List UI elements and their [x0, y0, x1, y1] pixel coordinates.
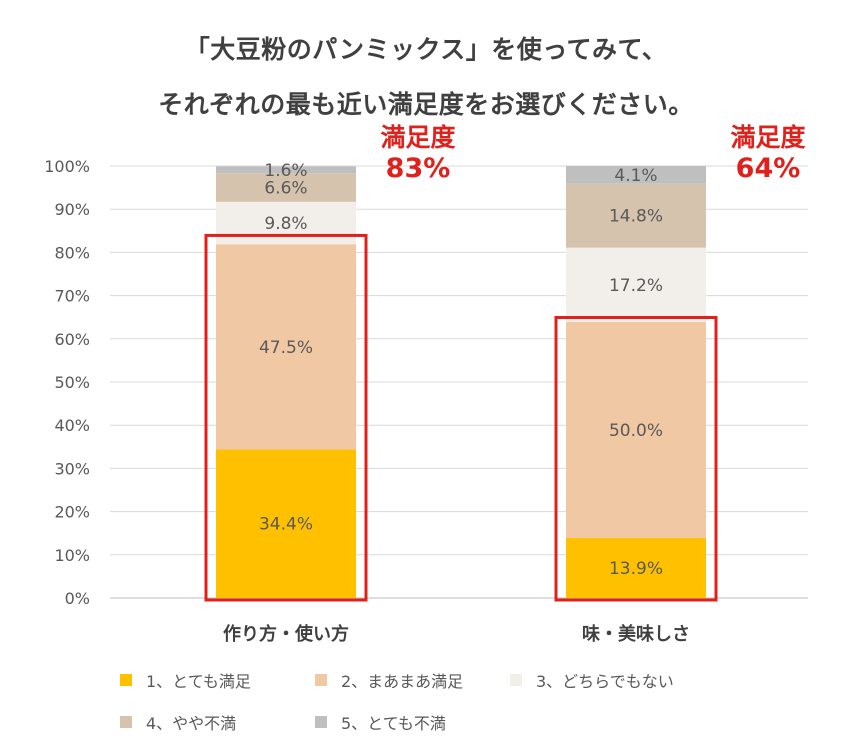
legend-swatch [120, 716, 132, 728]
satisfaction-callout-1: 満足度 83% [358, 123, 478, 184]
y-tick-label: 80% [54, 243, 90, 262]
bar-segment [216, 166, 356, 174]
satisfaction-label-1: 満足度 [380, 123, 456, 152]
legend-label: 2、まあまあ満足 [341, 672, 464, 691]
legend-label: 3、どちらでもない [536, 672, 674, 691]
legend-swatch [510, 674, 522, 686]
bar-segment [566, 321, 706, 538]
legend-item-very-satisfied: 1、とても満足 [120, 668, 251, 692]
data-label: 17.2% [609, 276, 663, 296]
data-label: 1.6% [264, 161, 307, 181]
data-label: 13.9% [609, 559, 663, 579]
x-category-label: 作り方・使い方 [223, 623, 349, 645]
x-category-label: 味・美味しさ [582, 623, 690, 645]
legend-item-somewhat-dissatisfied: 4、やや不満 [120, 710, 236, 734]
bar-segment [216, 173, 356, 202]
data-label: 47.5% [259, 338, 313, 358]
y-tick-label: 100% [44, 157, 90, 176]
highlight-box [204, 233, 368, 602]
legend-item-somewhat-satisfied: 2、まあまあ満足 [315, 668, 463, 692]
satisfaction-value-1: 83% [385, 152, 451, 184]
y-tick-label: 90% [54, 200, 90, 219]
bar-segment [566, 183, 706, 248]
bar-segment [216, 201, 356, 245]
y-tick-label: 10% [54, 546, 90, 565]
y-tick-label: 20% [54, 503, 90, 522]
y-tick-label: 60% [54, 330, 90, 349]
data-label: 6.6% [264, 179, 307, 199]
y-tick-label: 0% [65, 589, 90, 608]
data-label: 9.8% [264, 214, 307, 234]
y-tick-label: 70% [54, 287, 90, 306]
satisfaction-label-2: 満足度 [730, 123, 806, 152]
chart-title-line-2: それぞれの最も近い満足度をお選びください。 [158, 90, 694, 119]
satisfaction-value-2: 64% [735, 152, 801, 184]
bar-segment [566, 247, 706, 322]
stacked-bar-chart: 0% 10% 20% 30% 40% 50% 60% 70% 80% 90% 100% 34.4% 47… [44, 157, 808, 645]
legend-label: 1、とても満足 [146, 672, 251, 691]
legend-item-very-dissatisfied: 5、とても不満 [315, 710, 446, 734]
legend-label: 5、とても不満 [341, 714, 446, 733]
legend-swatch [120, 674, 132, 686]
data-label: 4.1% [614, 166, 657, 186]
data-label: 34.4% [259, 515, 313, 535]
bar-segment [216, 449, 356, 598]
y-tick-label: 50% [54, 373, 90, 392]
satisfaction-callout-2: 満足度 64% [708, 123, 828, 184]
y-tick-label: 40% [54, 416, 90, 435]
bar-segment [566, 537, 706, 598]
legend-swatch [315, 674, 327, 686]
highlight-box [554, 316, 718, 602]
y-tick-label: 30% [54, 459, 90, 478]
legend-item-neutral: 3、どちらでもない [510, 668, 674, 692]
bar-segment [566, 166, 706, 184]
bar-segment [216, 244, 356, 450]
legend-label: 4、やや不満 [146, 714, 237, 733]
data-label: 14.8% [609, 207, 663, 227]
data-label: 50.0% [609, 421, 663, 441]
legend-swatch [315, 716, 327, 728]
chart-title-line-1: 「大豆粉のパンミックス」を使ってみて、 [184, 35, 668, 64]
